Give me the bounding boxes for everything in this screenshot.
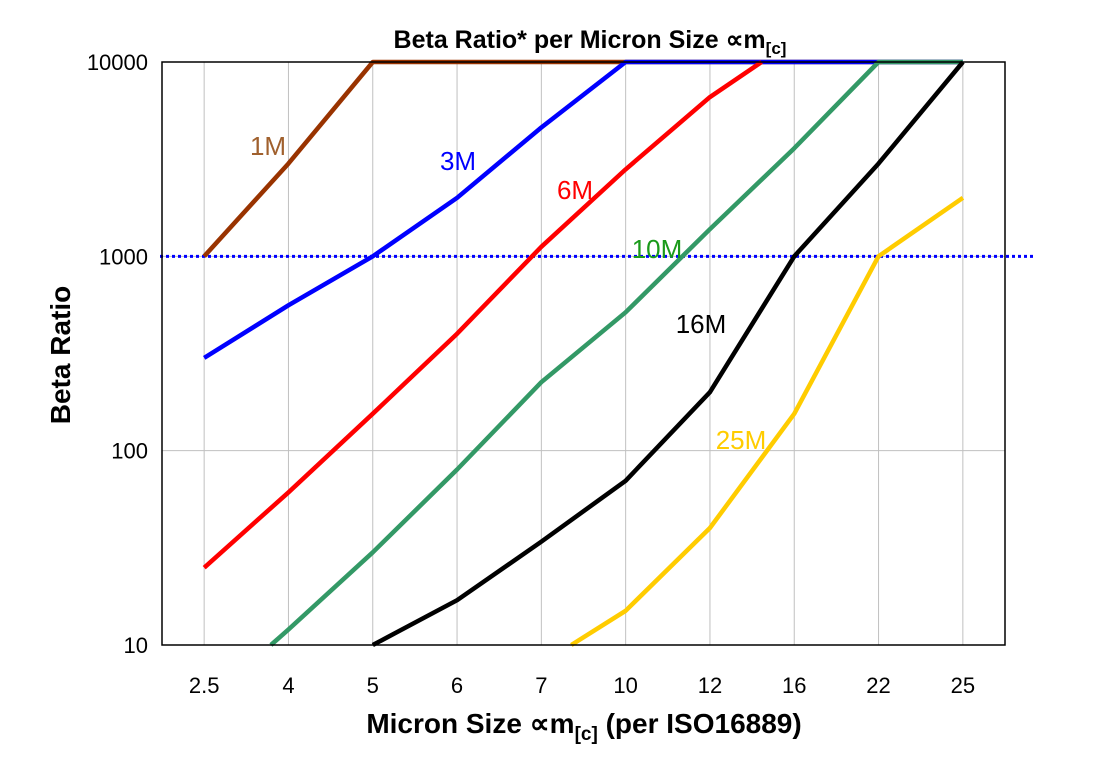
series-label-10M: 10M <box>632 234 683 264</box>
x-axis-label: Micron Size ∝m[c] (per ISO16889) <box>366 708 801 745</box>
y-tick-label: 100 <box>111 439 148 464</box>
x-tick-label: 12 <box>698 673 722 698</box>
x-tick-label: 2.5 <box>189 673 220 698</box>
series-label-3M: 3M <box>440 146 476 176</box>
chart-title: Beta Ratio* per Micron Size ∝m[c] <box>394 26 787 58</box>
series-line-10M <box>269 59 963 647</box>
gridlines <box>162 61 1005 646</box>
series-line-25M <box>570 195 965 647</box>
series-line-16M <box>371 60 965 647</box>
y-tick-label: 10000 <box>87 50 148 75</box>
x-tick-labels: 2.5 4 5 6 7 10 12 16 22 25 <box>189 673 975 698</box>
x-tick-label: 6 <box>451 673 463 698</box>
series-label-16M: 16M <box>676 309 727 339</box>
x-tick-label: 25 <box>951 673 975 698</box>
x-tick-label: 22 <box>866 673 890 698</box>
series-label-6M: 6M <box>557 175 593 205</box>
x-tick-label: 4 <box>282 673 294 698</box>
series-lines <box>202 59 965 647</box>
series-line-6M <box>202 60 763 570</box>
series-labels: 1M 3M 6M 10M 16M 25M <box>250 131 766 455</box>
series-label-25M: 25M <box>716 425 767 455</box>
series-label-1M: 1M <box>250 131 286 161</box>
x-tick-label: 16 <box>782 673 806 698</box>
y-tick-labels: 10 100 1000 10000 <box>87 50 148 658</box>
y-axis-label: Beta Ratio <box>45 286 76 424</box>
y-tick-label: 10 <box>124 633 148 658</box>
x-tick-label: 5 <box>367 673 379 698</box>
y-tick-label: 1000 <box>99 244 148 269</box>
x-tick-label: 10 <box>613 673 637 698</box>
x-tick-label: 7 <box>535 673 547 698</box>
plot-frame <box>161 61 1006 646</box>
